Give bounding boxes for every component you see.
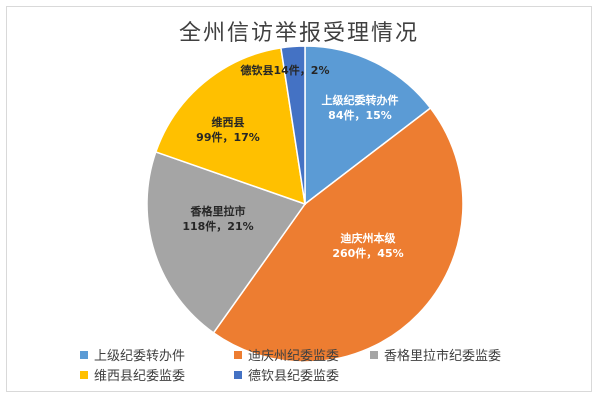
- legend-item: 迪庆州纪委监委: [234, 345, 339, 364]
- legend-label: 德钦县纪委监委: [248, 369, 340, 384]
- slice-label-value: 99件，17%: [196, 130, 260, 144]
- legend-swatch: [370, 350, 378, 359]
- pie-slice: [280, 45, 306, 205]
- slice-label-name: 上级纪委转办件: [322, 93, 399, 107]
- pie-slice: [146, 150, 307, 334]
- legend-label: 维西县纪委监委: [94, 369, 186, 384]
- legend-swatch: [80, 370, 88, 379]
- slice-label-name: 维西县: [212, 115, 245, 129]
- legend-item: 德钦县纪委监委: [234, 365, 339, 384]
- legend-swatch: [234, 370, 242, 379]
- slice-label-value: 84件，15%: [328, 108, 392, 122]
- slice-label-value: 260件，45%: [332, 246, 403, 260]
- legend-label: 香格里拉市纪委监委: [384, 349, 502, 364]
- legend-item: 上级纪委转办件: [80, 345, 185, 364]
- slice-label: 德钦县14件，2%: [240, 63, 330, 77]
- legend-item: 维西县纪委监委: [80, 365, 185, 384]
- pie-slice: [212, 106, 464, 363]
- legend-item: 香格里拉市纪委监委: [370, 345, 501, 364]
- pie-slice: [154, 46, 306, 206]
- slice-label-name: 香格里拉市: [190, 204, 246, 218]
- pie-slice: [304, 45, 432, 206]
- legend-label: 上级纪委转办件: [94, 349, 186, 364]
- slice-label-value: 118件，21%: [182, 219, 253, 233]
- legend-swatch: [234, 350, 242, 359]
- slice-label-name: 迪庆州本级: [341, 231, 397, 245]
- legend-label: 迪庆州纪委监委: [248, 349, 340, 364]
- legend-swatch: [80, 350, 88, 359]
- chart-title: 全州信访举报受理情况: [178, 21, 419, 46]
